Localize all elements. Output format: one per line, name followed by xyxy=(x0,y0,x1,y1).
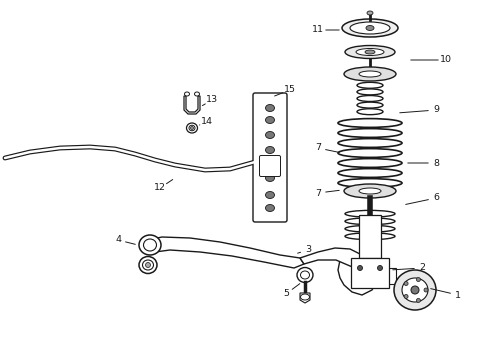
Text: 15: 15 xyxy=(284,85,296,94)
Ellipse shape xyxy=(338,168,402,177)
Ellipse shape xyxy=(345,210,395,217)
Ellipse shape xyxy=(266,204,274,211)
Bar xyxy=(376,268,396,284)
Ellipse shape xyxy=(359,71,381,77)
Ellipse shape xyxy=(367,11,373,15)
Text: 7: 7 xyxy=(315,144,321,153)
Ellipse shape xyxy=(345,45,395,58)
Ellipse shape xyxy=(356,49,384,55)
Ellipse shape xyxy=(338,129,402,138)
Ellipse shape xyxy=(139,256,157,274)
Ellipse shape xyxy=(352,267,368,281)
Text: 9: 9 xyxy=(433,105,439,114)
Ellipse shape xyxy=(338,149,402,157)
Ellipse shape xyxy=(266,131,274,139)
Ellipse shape xyxy=(139,235,161,255)
Text: 8: 8 xyxy=(433,158,439,167)
Ellipse shape xyxy=(300,294,310,300)
Ellipse shape xyxy=(338,179,402,188)
Ellipse shape xyxy=(185,92,190,96)
Bar xyxy=(351,258,389,288)
Text: 11: 11 xyxy=(312,26,324,35)
Polygon shape xyxy=(338,254,378,295)
Ellipse shape xyxy=(342,19,398,37)
Ellipse shape xyxy=(366,26,374,31)
Ellipse shape xyxy=(394,270,436,310)
Ellipse shape xyxy=(266,147,274,153)
Ellipse shape xyxy=(189,125,195,131)
Ellipse shape xyxy=(338,118,402,127)
Ellipse shape xyxy=(377,266,383,270)
Text: 7: 7 xyxy=(315,189,321,198)
Text: 13: 13 xyxy=(206,95,218,104)
Ellipse shape xyxy=(266,117,274,123)
FancyBboxPatch shape xyxy=(260,156,280,176)
Bar xyxy=(359,215,381,258)
Ellipse shape xyxy=(416,298,420,302)
Ellipse shape xyxy=(338,139,402,147)
Ellipse shape xyxy=(357,102,383,108)
Ellipse shape xyxy=(266,175,274,181)
Text: 5: 5 xyxy=(283,289,289,298)
Ellipse shape xyxy=(357,109,383,115)
Polygon shape xyxy=(148,237,304,268)
Ellipse shape xyxy=(345,218,395,225)
Polygon shape xyxy=(300,293,310,303)
Ellipse shape xyxy=(143,260,153,270)
Ellipse shape xyxy=(146,262,150,267)
Ellipse shape xyxy=(345,225,395,232)
Text: 3: 3 xyxy=(305,246,311,255)
Ellipse shape xyxy=(402,278,428,302)
Polygon shape xyxy=(184,96,200,114)
Text: 2: 2 xyxy=(419,264,425,273)
FancyBboxPatch shape xyxy=(253,93,287,222)
Ellipse shape xyxy=(297,267,313,283)
Ellipse shape xyxy=(350,22,390,34)
Ellipse shape xyxy=(191,126,194,130)
Text: 6: 6 xyxy=(433,194,439,202)
Polygon shape xyxy=(300,248,368,270)
Text: 4: 4 xyxy=(115,235,121,244)
Ellipse shape xyxy=(358,266,363,270)
Text: 1: 1 xyxy=(455,291,461,300)
Ellipse shape xyxy=(344,184,396,198)
Ellipse shape xyxy=(357,95,383,102)
Ellipse shape xyxy=(266,192,274,198)
Ellipse shape xyxy=(344,67,396,81)
Ellipse shape xyxy=(359,188,381,194)
Ellipse shape xyxy=(357,89,383,95)
Ellipse shape xyxy=(144,239,156,251)
Ellipse shape xyxy=(300,271,310,279)
Ellipse shape xyxy=(345,233,395,240)
Text: 10: 10 xyxy=(440,55,452,64)
Ellipse shape xyxy=(404,294,408,298)
Ellipse shape xyxy=(424,288,428,292)
Ellipse shape xyxy=(404,282,408,285)
Text: 12: 12 xyxy=(154,184,166,193)
Ellipse shape xyxy=(195,92,199,96)
Ellipse shape xyxy=(365,50,375,54)
Ellipse shape xyxy=(416,278,420,282)
Ellipse shape xyxy=(357,82,383,88)
Ellipse shape xyxy=(411,286,419,294)
Ellipse shape xyxy=(266,104,274,112)
Ellipse shape xyxy=(266,162,274,168)
Text: 14: 14 xyxy=(201,117,213,126)
Ellipse shape xyxy=(187,123,197,133)
Ellipse shape xyxy=(338,159,402,167)
